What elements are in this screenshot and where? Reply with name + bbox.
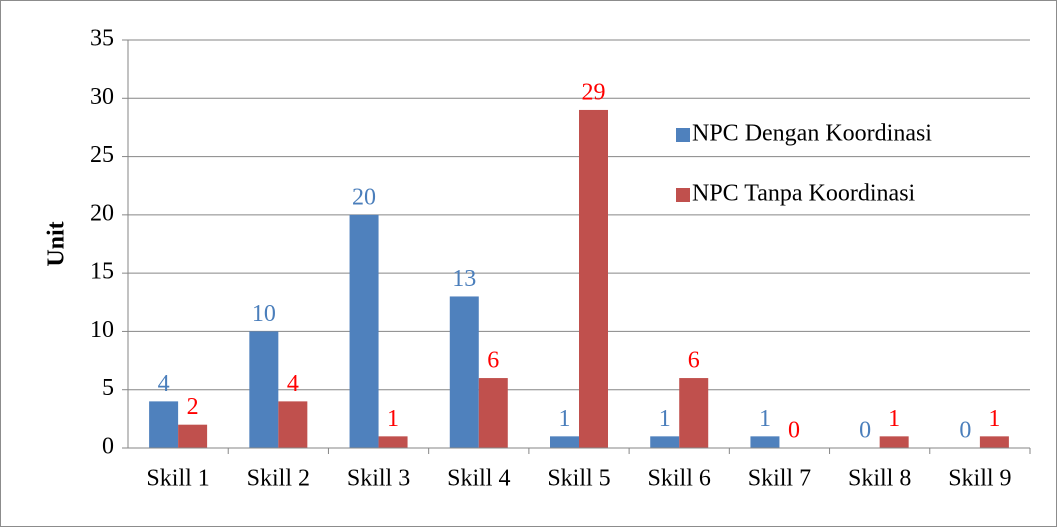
- bar: [449, 296, 479, 448]
- data-label: 1: [659, 406, 671, 432]
- bar: [349, 214, 379, 448]
- legend-label: NPC Tanpa Koordinasi: [692, 181, 916, 207]
- data-label: 1: [759, 406, 771, 432]
- data-label: 0: [959, 418, 971, 444]
- y-tick-label: 0: [102, 434, 114, 460]
- y-tick-label: 25: [90, 142, 114, 168]
- legend-swatch: [676, 188, 690, 202]
- data-label: 0: [859, 418, 871, 444]
- bar: [378, 436, 408, 448]
- x-tick-label: Skill 3: [347, 466, 410, 492]
- data-label: 0: [788, 418, 800, 444]
- data-label: 1: [387, 406, 399, 432]
- x-tick-label: Skill 2: [247, 466, 310, 492]
- bar: [178, 424, 208, 448]
- data-label: 10: [252, 301, 276, 327]
- data-label: 1: [888, 406, 900, 432]
- bar: [249, 331, 279, 448]
- data-label: 29: [582, 79, 606, 105]
- data-label: 1: [988, 406, 1000, 432]
- legend-swatch: [676, 128, 690, 142]
- bar: [579, 109, 608, 448]
- bar: [679, 378, 709, 448]
- bar: [879, 436, 909, 448]
- y-tick-label: 5: [102, 375, 114, 401]
- data-label: 4: [287, 371, 299, 397]
- data-label: 6: [688, 348, 700, 374]
- y-tick-label: 20: [90, 200, 114, 226]
- data-label: 4: [158, 371, 170, 397]
- bar: [278, 401, 308, 448]
- x-tick-label: Skill 7: [748, 466, 811, 492]
- bar: [650, 436, 680, 448]
- bar: [550, 436, 579, 448]
- data-label: 13: [452, 266, 476, 292]
- x-tick-label: Skill 9: [948, 466, 1011, 492]
- x-tick-label: Skill 1: [146, 466, 209, 492]
- y-tick-label: 10: [90, 317, 114, 343]
- data-label: 2: [187, 394, 199, 420]
- y-tick-label: 15: [90, 259, 114, 285]
- x-tick-label: Skill 4: [447, 466, 510, 492]
- y-tick-label: 30: [90, 84, 114, 110]
- legend-label: NPC Dengan Koordinasi: [692, 121, 932, 147]
- y-tick-label: 35: [90, 26, 114, 52]
- data-label: 20: [352, 184, 376, 210]
- bar: [750, 436, 780, 448]
- bar: [979, 436, 1009, 448]
- data-label: 1: [559, 406, 571, 432]
- y-axis-label: Unit: [44, 221, 70, 266]
- bar: [478, 378, 508, 448]
- bar: [149, 401, 179, 448]
- x-tick-label: Skill 6: [648, 466, 711, 492]
- x-tick-label: Skill 8: [848, 466, 911, 492]
- x-tick-label: Skill 5: [547, 466, 610, 492]
- data-label: 6: [487, 348, 499, 374]
